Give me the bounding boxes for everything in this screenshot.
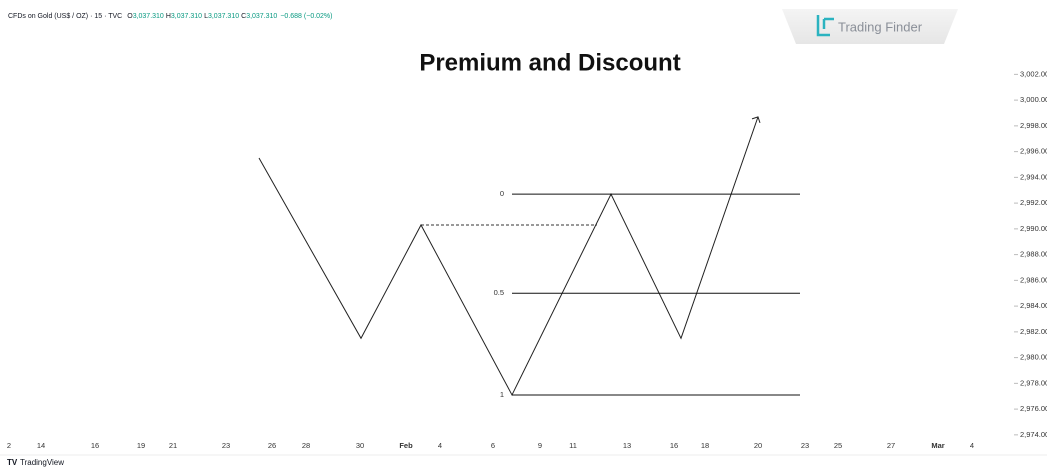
y-tick-label: 2,996.00 [1020, 147, 1047, 156]
y-tick-label: 2,974.00 [1020, 430, 1047, 439]
fib-label: 1 [500, 390, 504, 399]
x-tick-label: 13 [623, 441, 631, 450]
x-tick-label: 23 [222, 441, 230, 450]
y-tick-label: 2,980.00 [1020, 353, 1047, 362]
y-tick-label: 2,988.00 [1020, 250, 1047, 259]
x-tick-label: 6 [491, 441, 495, 450]
y-tick-label: 2,982.00 [1020, 327, 1047, 336]
quote-value: 3,037.310 [246, 13, 277, 20]
quote-value: 3,037.310 [208, 13, 239, 20]
change: −0.688 (−0.02%) [280, 13, 332, 20]
x-tick-label: Feb [399, 441, 413, 450]
x-tick-label: 21 [169, 441, 177, 450]
x-tick-label: 9 [538, 441, 542, 450]
symbol: CFDs on Gold (US$ / OZ) · 15 · TVC [8, 13, 122, 20]
logo-icon [816, 15, 834, 37]
y-tick-label: 2,998.00 [1020, 121, 1047, 130]
quote-key: C [241, 13, 246, 20]
x-tick-label: 26 [268, 441, 276, 450]
x-tick-label: 16 [670, 441, 678, 450]
x-tick-label: 19 [137, 441, 145, 450]
y-tick-label: 2,984.00 [1020, 301, 1047, 310]
logo-text: Trading Finder [838, 19, 923, 34]
quote-value: 3,037.310 [171, 13, 202, 20]
x-tick-label: 30 [356, 441, 364, 450]
x-tick-label: 4 [438, 441, 442, 450]
x-tick-label: 28 [302, 441, 310, 450]
x-tick-label: 4 [970, 441, 974, 450]
x-tick-label: 27 [887, 441, 895, 450]
y-tick-label: 3,002.00 [1020, 69, 1047, 78]
y-tick-label: 3,000.00 [1020, 95, 1047, 104]
arrow-head [751, 116, 761, 124]
x-tick-label: 11 [569, 441, 577, 450]
fib-label: 0.5 [494, 288, 504, 297]
x-tick-label: 16 [91, 441, 99, 450]
y-tick-label: 2,994.00 [1020, 172, 1047, 181]
footer: TradingView [20, 458, 64, 467]
y-tick-label: 2,990.00 [1020, 224, 1047, 233]
quote-key: O [127, 13, 133, 20]
quote-value: 3,037.310 [133, 13, 164, 20]
y-tick-label: 2,992.00 [1020, 198, 1047, 207]
fib-label: 0 [500, 189, 504, 198]
quote-key: H [166, 13, 171, 20]
x-tick-label: 18 [701, 441, 709, 450]
tv-icon: TV [7, 458, 18, 467]
header: CFDs on Gold (US$ / OZ) · 15 · TVC O3,037… [8, 13, 333, 20]
y-tick-label: 2,976.00 [1020, 404, 1047, 413]
zigzag-line [258, 116, 759, 397]
quote-key: L [204, 13, 208, 20]
x-tick-label: 20 [754, 441, 762, 450]
x-tick-label: 14 [37, 441, 45, 450]
x-tick-label: Mar [931, 441, 944, 450]
x-tick-label: 25 [834, 441, 842, 450]
y-tick-label: 2,986.00 [1020, 275, 1047, 284]
x-tick-label: 23 [801, 441, 809, 450]
chart-title: Premium and Discount [419, 49, 680, 76]
x-tick-label: 2 [7, 441, 11, 450]
y-tick-label: 2,978.00 [1020, 378, 1047, 387]
